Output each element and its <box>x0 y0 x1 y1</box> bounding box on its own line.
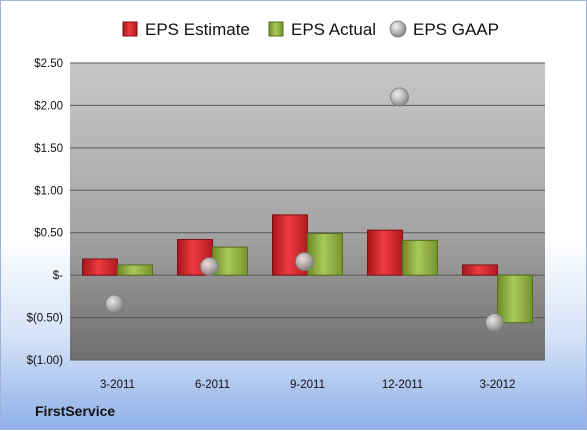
legend: EPS Estimate EPS Actual EPS GAAP <box>122 20 499 39</box>
gaap-points <box>105 87 504 333</box>
legend-swatch <box>268 21 284 37</box>
point-eps-gaap <box>105 294 124 314</box>
bar-eps-estimate <box>367 229 403 276</box>
x-tick-label: 6-2011 <box>195 379 230 391</box>
x-tick-label: 3-2011 <box>100 379 135 391</box>
legend-label: EPS Actual <box>291 20 376 39</box>
legend-label: EPS Estimate <box>145 20 250 39</box>
y-axis: $2.50 $2.00 $1.50 $1.00 $0.50 $- $(0.50) $(1.00… <box>27 58 64 367</box>
plot-area <box>70 63 545 360</box>
y-tick-label: $- <box>53 270 63 282</box>
y-tick-label: $1.00 <box>34 185 63 197</box>
legend-swatch <box>389 20 407 38</box>
brand-label: FirstService <box>35 403 116 419</box>
y-tick-label: $(1.00) <box>27 355 64 367</box>
y-tick-label: $(0.50) <box>27 313 64 325</box>
bars <box>82 214 533 324</box>
bar-eps-estimate <box>82 258 118 276</box>
bar-eps-actual <box>117 264 153 276</box>
y-tick-label: $0.50 <box>34 228 63 240</box>
point-eps-gaap <box>200 257 219 277</box>
y-tick-label: $2.50 <box>34 58 63 70</box>
point-eps-gaap <box>295 252 314 271</box>
legend-swatch <box>122 21 138 37</box>
y-tick-label: $1.50 <box>34 143 63 155</box>
x-tick-label: 9-2011 <box>290 379 325 391</box>
bar-eps-estimate <box>462 264 498 276</box>
legend-label: EPS GAAP <box>413 20 499 39</box>
point-eps-gaap <box>390 87 409 107</box>
y-tick-label: $2.00 <box>34 100 63 112</box>
bar-eps-actual <box>307 233 343 276</box>
x-axis: 3-2011 6-2011 9-2011 12-2011 3-2012 <box>100 379 515 391</box>
x-tick-label: 3-2012 <box>480 379 516 391</box>
x-tick-label: 12-2011 <box>382 379 423 391</box>
bar-eps-actual <box>402 239 438 276</box>
bar-eps-actual <box>497 274 533 324</box>
point-eps-gaap <box>485 313 504 333</box>
